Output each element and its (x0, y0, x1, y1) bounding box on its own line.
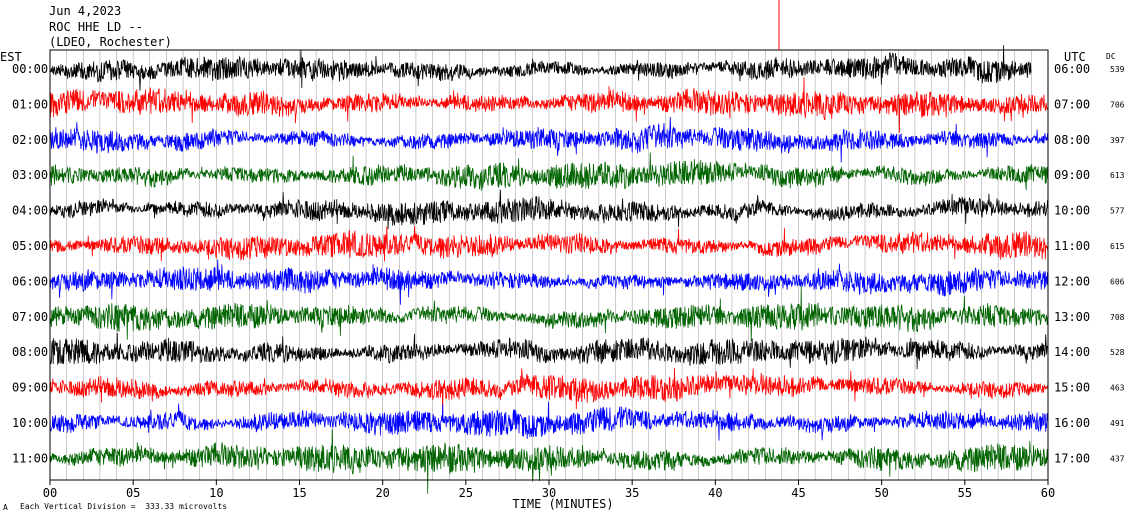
trace-hour-0200 (49, 116, 1049, 163)
utc-hour-label: 12:00 (1054, 274, 1090, 288)
est-hour-label: 00:00 (12, 62, 48, 76)
est-hour-label: 11:00 (12, 451, 48, 465)
utc-hour-label: 06:00 (1054, 62, 1090, 76)
dc-offset-value: 539 (1110, 65, 1125, 74)
dc-offset-value: 606 (1110, 277, 1125, 286)
network-name: (LDEO, Rochester) (49, 35, 172, 49)
est-hour-label: 09:00 (12, 381, 48, 395)
dc-offset-value: 397 (1110, 136, 1125, 145)
x-tick-label: 35 (625, 486, 639, 500)
trace-hour-0600 (49, 259, 1049, 305)
est-hour-label: 07:00 (12, 310, 48, 324)
record-date: Jun 4,2023 (49, 4, 122, 18)
utc-hour-label: 15:00 (1054, 381, 1090, 395)
x-tick-label: 50 (874, 486, 888, 500)
dc-offset-value: 613 (1110, 171, 1125, 180)
x-tick-label: 60 (1041, 486, 1055, 500)
x-tick-label: 45 (791, 486, 805, 500)
utc-hour-label: 07:00 (1054, 97, 1090, 111)
scale-note: Each Vertical Division = 333.33 microvol… (20, 502, 228, 511)
utc-hour-label: 17:00 (1054, 451, 1090, 465)
est-hour-label: 06:00 (12, 274, 48, 288)
est-hour-label: 08:00 (12, 345, 48, 359)
est-hour-label: 05:00 (12, 239, 48, 253)
dc-offset-value: 528 (1110, 348, 1125, 357)
est-hour-label: 03:00 (12, 168, 48, 182)
trace-hour-0800 (49, 332, 1049, 370)
x-tick-label: 15 (292, 486, 306, 500)
est-hour-label: 02:00 (12, 133, 48, 147)
est-zone-label: EST (0, 50, 22, 64)
dc-offset-value: 491 (1110, 419, 1125, 428)
est-hour-label: 10:00 (12, 416, 48, 430)
plot-frame (49, 49, 1049, 481)
dc-offset-value: 708 (1110, 313, 1125, 322)
x-tick-label: 05 (126, 486, 140, 500)
dc-offset-value: 577 (1110, 207, 1125, 216)
dc-offset-value: 615 (1110, 242, 1125, 251)
utc-hour-label: 13:00 (1054, 310, 1090, 324)
trace-hour-1000 (49, 401, 1049, 441)
utc-hour-label: 08:00 (1054, 133, 1090, 147)
dc-offset-value: 463 (1110, 384, 1125, 393)
x-tick-label: 25 (459, 486, 473, 500)
est-hour-label: 01:00 (12, 97, 48, 111)
dc-offset-value: 706 (1110, 100, 1125, 109)
est-hour-label: 04:00 (12, 204, 48, 218)
trace-hour-0000 (49, 45, 1032, 91)
trace-hour-0700 (49, 285, 1049, 342)
utc-hour-label: 11:00 (1054, 239, 1090, 253)
dc-column-label: DC (1106, 52, 1116, 61)
x-tick-label: 55 (958, 486, 972, 500)
dc-offset-value: 437 (1110, 454, 1125, 463)
utc-hour-label: 14:00 (1054, 345, 1090, 359)
x-tick-label: 00 (43, 486, 57, 500)
x-tick-label: 40 (708, 486, 722, 500)
x-tick-label: 10 (209, 486, 223, 500)
utc-hour-label: 10:00 (1054, 204, 1090, 218)
axis-labels: 00 05 10 15 20 25 30 35 40 45 50 55 60 TIME (MINUTES)… (12, 62, 1125, 511)
trace-hour-0300 (49, 152, 1049, 191)
trace-hour-1100 (49, 429, 1049, 494)
utc-zone-label: UTC (1064, 50, 1086, 64)
corner-mark: A (3, 503, 8, 512)
trace-hour-0100 (49, 77, 1049, 133)
seismic-traces (49, 45, 1049, 494)
x-tick-label: 30 (542, 486, 556, 500)
trace-hour-0900 (49, 367, 1049, 413)
utc-hour-label: 09:00 (1054, 168, 1090, 182)
utc-hour-label: 16:00 (1054, 416, 1090, 430)
trace-hour-0400 (49, 189, 1049, 230)
trace-hour-0500 (49, 225, 1049, 262)
x-tick-label: 20 (375, 486, 389, 500)
station-code: ROC HHE LD -- (49, 20, 143, 34)
x-axis-title: TIME (MINUTES) (512, 497, 613, 511)
